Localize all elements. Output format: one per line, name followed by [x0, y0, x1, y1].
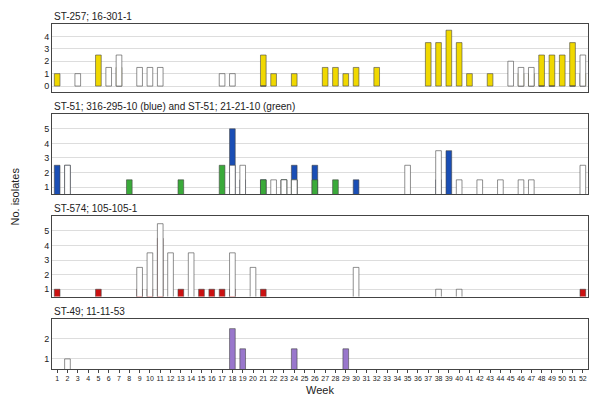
svg-text:44: 44 [496, 375, 504, 382]
svg-text:15: 15 [198, 375, 206, 382]
svg-text:34: 34 [393, 375, 401, 382]
svg-text:30: 30 [352, 375, 360, 382]
svg-text:2: 2 [44, 334, 49, 344]
svg-text:11: 11 [157, 375, 164, 382]
svg-text:3: 3 [44, 153, 49, 163]
svg-text:33: 33 [383, 375, 391, 382]
svg-text:28: 28 [332, 375, 340, 382]
svg-text:42: 42 [476, 375, 484, 382]
svg-text:2: 2 [44, 56, 49, 66]
svg-text:51: 51 [569, 375, 577, 382]
svg-text:5: 5 [44, 124, 49, 134]
svg-text:27: 27 [321, 375, 329, 382]
svg-text:17: 17 [218, 375, 226, 382]
svg-text:4: 4 [44, 32, 49, 42]
svg-text:Week: Week [306, 384, 334, 396]
svg-text:40: 40 [455, 375, 463, 382]
svg-text:10: 10 [146, 375, 154, 382]
svg-text:22: 22 [270, 375, 278, 382]
svg-text:5: 5 [44, 226, 49, 236]
svg-text:20: 20 [249, 375, 257, 382]
svg-text:36: 36 [414, 375, 422, 382]
svg-text:14: 14 [187, 375, 195, 382]
svg-text:31: 31 [362, 375, 370, 382]
svg-text:35: 35 [404, 375, 412, 382]
svg-text:ST-49; 11-11-53: ST-49; 11-11-53 [54, 306, 125, 317]
svg-text:24: 24 [290, 375, 298, 382]
svg-text:4: 4 [44, 139, 49, 149]
svg-text:8: 8 [127, 375, 131, 382]
svg-text:16: 16 [208, 375, 216, 382]
svg-text:1: 1 [55, 375, 59, 382]
svg-text:ST-574; 105-105-1: ST-574; 105-105-1 [54, 203, 138, 214]
svg-text:38: 38 [435, 375, 443, 382]
svg-text:1: 1 [44, 69, 49, 79]
svg-text:39: 39 [445, 375, 453, 382]
svg-text:41: 41 [466, 375, 474, 382]
svg-text:2: 2 [44, 270, 49, 280]
svg-text:29: 29 [342, 375, 350, 382]
svg-text:No. isolates: No. isolates [9, 168, 21, 226]
svg-text:47: 47 [527, 375, 535, 382]
svg-text:9: 9 [138, 375, 142, 382]
svg-text:1: 1 [44, 284, 49, 294]
svg-text:1: 1 [44, 182, 49, 192]
svg-text:ST-51; 316-295-10 (blue) and S: ST-51; 316-295-10 (blue) and ST-51; 21-2… [54, 101, 295, 112]
svg-text:25: 25 [301, 375, 309, 382]
svg-text:7: 7 [117, 375, 121, 382]
svg-text:0: 0 [44, 81, 49, 91]
svg-text:52: 52 [579, 375, 587, 382]
svg-text:45: 45 [507, 375, 515, 382]
svg-text:3: 3 [76, 375, 80, 382]
svg-text:49: 49 [548, 375, 556, 382]
svg-text:5: 5 [96, 375, 100, 382]
svg-text:13: 13 [177, 375, 185, 382]
svg-text:23: 23 [280, 375, 288, 382]
svg-text:26: 26 [311, 375, 319, 382]
svg-text:21: 21 [259, 375, 267, 382]
svg-text:2: 2 [44, 168, 49, 178]
svg-text:ST-257; 16-301-1: ST-257; 16-301-1 [54, 11, 132, 22]
svg-text:4: 4 [44, 241, 49, 251]
svg-text:43: 43 [486, 375, 494, 382]
svg-text:37: 37 [424, 375, 432, 382]
svg-text:12: 12 [167, 375, 175, 382]
svg-text:46: 46 [517, 375, 525, 382]
svg-text:3: 3 [44, 44, 49, 54]
svg-text:6: 6 [107, 375, 111, 382]
svg-text:4: 4 [86, 375, 90, 382]
svg-text:18: 18 [228, 375, 236, 382]
svg-text:50: 50 [558, 375, 566, 382]
svg-text:48: 48 [538, 375, 546, 382]
svg-text:32: 32 [373, 375, 381, 382]
svg-text:1: 1 [44, 354, 49, 364]
svg-text:19: 19 [239, 375, 247, 382]
svg-text:3: 3 [44, 255, 49, 265]
svg-text:2: 2 [66, 375, 70, 382]
